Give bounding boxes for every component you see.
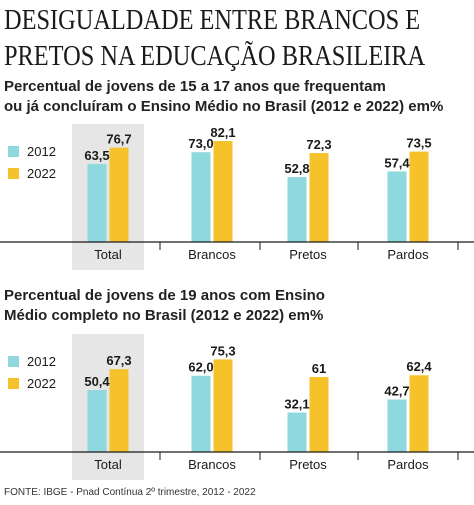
chart-2-legend-swatch-2012 (8, 356, 19, 367)
chart-2-value-label-brancos-2022: 75,3 (210, 343, 235, 358)
chart-1-bar-pardos-2022 (409, 151, 429, 242)
chart-2-value-label-pardos-2022: 62,4 (406, 359, 432, 374)
chart-1-value-label-pardos-2022: 73,5 (406, 136, 431, 151)
headline-line-1: DESIGUALDADE ENTRE BRANCOS E (4, 4, 421, 36)
chart-2-category-label-total: Total (94, 457, 122, 472)
chart-2-legend-label-2012: 2012 (27, 354, 56, 369)
chart-2-bar-pardos-2022 (409, 375, 429, 452)
chart-1-value-label-pretos-2022: 72,3 (306, 137, 331, 152)
chart-2-bar-total-2022 (109, 369, 129, 452)
chart-2-highlight-panel (72, 334, 144, 480)
chart-1-value-label-pretos-2012: 52,8 (284, 161, 309, 176)
chart-1: 2012 2022 63,576,7 73,082,1 52,8 72,3 57,4 73,5… (0, 124, 474, 270)
chart-2-title-line-1: Percentual de jovens de 19 anos com Ensi… (4, 287, 325, 304)
chart-2-value-label-brancos-2012: 62,0 (188, 360, 213, 375)
chart-2-bar-total-2012 (87, 390, 107, 452)
chart-1-bar-brancos-2022 (213, 141, 233, 242)
chart-1-legend-swatch-2012 (8, 146, 19, 157)
chart-2-value-label-total-2022: 67,3 (106, 353, 131, 368)
chart-1-category-label-brancos: Brancos (188, 247, 236, 262)
chart-2-title-line-2: Médio completo no Brasil (2012 e 2022) e… (4, 307, 324, 324)
chart-1-bar-total-2012 (87, 163, 107, 242)
chart-2-category-label-pretos: Pretos (289, 457, 327, 472)
chart-1-legend-label-2012: 2012 (27, 144, 56, 159)
chart-2-legend-swatch-2022 (8, 378, 19, 389)
chart-2-value-label-pretos-2012: 32,1 (284, 397, 309, 412)
chart-2-value-label-pardos-2012: 42,7 (384, 383, 409, 398)
chart-1-title-line-1: Percentual de jovens de 15 a 17 anos que… (4, 78, 386, 95)
chart-2-bar-pretos-2012 (287, 412, 307, 452)
chart-1-value-label-brancos-2022: 82,1 (210, 125, 235, 140)
chart-1-value-label-total-2012: 63,5 (84, 148, 109, 163)
headline-line-2: PRETOS NA EDUCAÇÃO BRASILEIRA (4, 40, 426, 72)
chart-2-title: Percentual de jovens de 19 anos com Ensi… (4, 286, 474, 326)
chart-2-category-label-pardos: Pardos (387, 457, 429, 472)
chart-1-value-label-total-2022: 76,7 (106, 132, 131, 147)
chart-1-value-label-pardos-2012: 57,4 (384, 155, 410, 170)
chart-1-bar-pretos-2022 (309, 153, 329, 242)
headline: DESIGUALDADE ENTRE BRANCOS E PRETOS NA E… (4, 2, 426, 74)
chart-1-legend-swatch-2022 (8, 168, 19, 179)
chart-2-category-label-brancos: Brancos (188, 457, 236, 472)
source-note: FONTE: IBGE - Pnad Contínua 2º trimestre… (4, 487, 256, 498)
chart-1-title-line-2: ou já concluíram o Ensino Médio no Brasi… (4, 98, 444, 115)
chart-2-bar-brancos-2012 (191, 375, 211, 452)
chart-2-bar-pardos-2012 (387, 399, 407, 452)
chart-2-bar-pretos-2022 (309, 376, 329, 452)
chart-1-category-label-total: Total (94, 247, 122, 262)
chart-1-bar-brancos-2012 (191, 152, 211, 242)
chart-2-value-label-pretos-2022: 61 (312, 361, 326, 376)
chart-2-value-label-total-2012: 50,4 (84, 374, 110, 389)
chart-1-title: Percentual de jovens de 15 a 17 anos que… (4, 77, 474, 117)
chart-1-category-label-pretos: Pretos (289, 247, 327, 262)
chart-2-bar-brancos-2022 (213, 359, 233, 452)
chart-1-highlight-panel (72, 124, 144, 270)
chart-1-bar-total-2022 (109, 147, 129, 242)
chart-1-category-label-pardos: Pardos (387, 247, 429, 262)
chart-1-legend-label-2022: 2022 (27, 166, 56, 181)
chart-1-bar-pretos-2012 (287, 177, 307, 242)
chart-2-legend-label-2022: 2022 (27, 376, 56, 391)
chart-2: 2012 2022 50,4 67,3 62,0 75,3 32,1 61 42,7 62,4 To… (0, 334, 474, 480)
chart-1-bar-pardos-2012 (387, 171, 407, 242)
chart-1-value-label-brancos-2012: 73,0 (188, 136, 213, 151)
